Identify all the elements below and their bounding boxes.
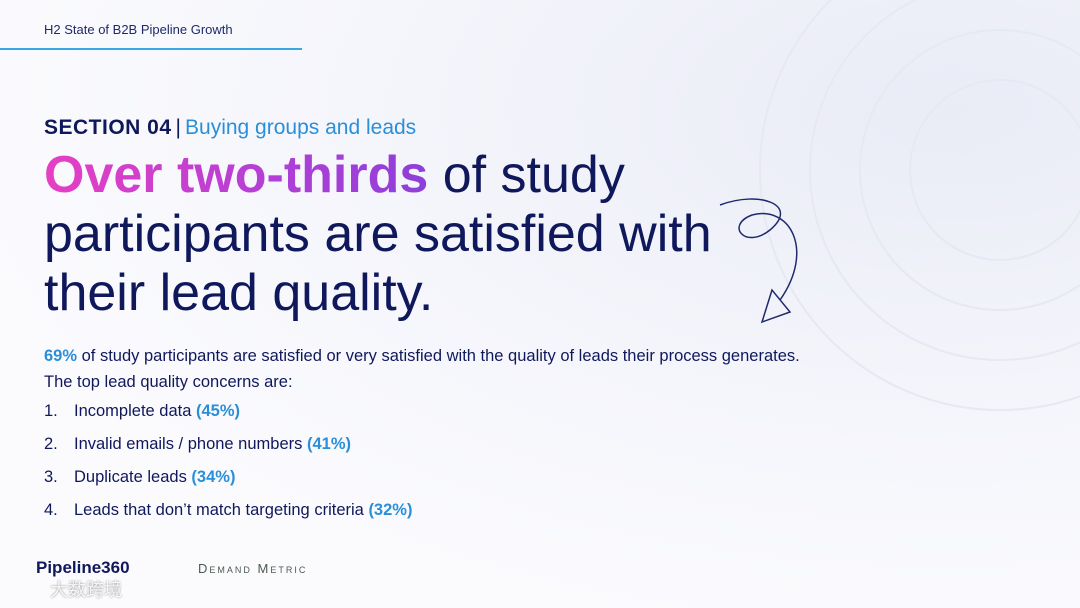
item-number: 1.	[44, 402, 58, 420]
item-number: 4.	[44, 501, 58, 519]
item-percent: (32%)	[368, 501, 413, 519]
section-number: SECTION 04	[44, 116, 172, 139]
concern-list: 1. Incomplete data (45%) 2. Invalid emails …	[44, 402, 412, 534]
item-label: Invalid emails / phone numbers	[74, 435, 303, 453]
watermark: 大数跨境	[50, 580, 122, 600]
item-number: 2.	[44, 435, 58, 453]
header-title: H2 State of B2B Pipeline Growth	[44, 22, 233, 37]
item-label: Duplicate leads	[74, 468, 187, 486]
item-label: Leads that don’t match targeting criteri…	[74, 501, 364, 519]
item-percent: (45%)	[196, 402, 241, 420]
item-percent: (41%)	[306, 435, 351, 453]
item-number: 3.	[44, 468, 58, 486]
logo-demand-metric: Demand Metric	[198, 561, 308, 576]
concern-item: 1. Incomplete data (45%)	[44, 402, 412, 435]
concern-item: 2. Invalid emails / phone numbers (41%)	[44, 435, 412, 468]
section-topic: Buying groups and leads	[185, 116, 417, 139]
concern-item: 4. Leads that don’t match targeting crite…	[44, 501, 412, 534]
section-separator: |	[175, 116, 182, 139]
headline-rest: of study participants are satisfied with…	[44, 146, 712, 322]
stat-text: of study participants are satisfied or v…	[77, 347, 800, 365]
stat: 69%	[44, 347, 78, 365]
concern-item: 3. Duplicate leads (34%)	[44, 468, 412, 501]
header-rule	[0, 48, 302, 50]
body: 69% of study participants are satisfied …	[44, 343, 800, 395]
body-line: 69% of study participants are satisfied …	[44, 343, 800, 369]
headline-highlight: Over two-thirds	[44, 146, 429, 204]
headline: Over two-thirds of study participants ar…	[44, 146, 734, 323]
item-label: Incomplete data	[74, 402, 192, 420]
item-percent: (34%)	[191, 468, 236, 486]
logo-pipeline360: Pipeline360	[36, 558, 130, 577]
section-label: SECTION 04 | Buying groups and leads	[44, 116, 416, 140]
intro: The top lead quality concerns are:	[44, 373, 293, 391]
